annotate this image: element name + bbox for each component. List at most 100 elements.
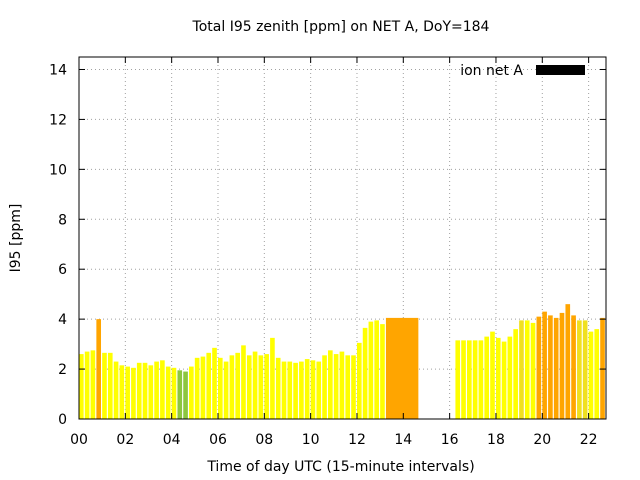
bar (467, 340, 472, 419)
x-tick-label: 08 (255, 432, 273, 448)
bar (96, 319, 102, 419)
x-tick-label: 22 (580, 432, 598, 448)
bar (107, 352, 113, 419)
bar-block (385, 317, 419, 419)
y-tick-label: 0 (58, 412, 67, 428)
bar (270, 337, 275, 419)
bar (368, 321, 374, 419)
bar (217, 357, 223, 419)
bar (160, 360, 165, 419)
bar (200, 356, 206, 419)
bar (495, 337, 501, 419)
chart-title: Total I95 zenith [ppm] on NET A, DoY=184 (192, 19, 490, 35)
x-tick-label: 16 (441, 432, 459, 448)
bar (252, 351, 258, 419)
bar-series (79, 304, 605, 419)
legend-label: ion net A (460, 63, 523, 79)
x-tick-label: 00 (70, 432, 88, 448)
bar (328, 350, 333, 419)
bar (553, 317, 559, 419)
y-tick-label: 2 (58, 362, 67, 378)
bar (177, 370, 183, 419)
plot-frame (78, 56, 607, 420)
y-axis-label: I95 [ppm] (8, 204, 24, 273)
bar (519, 320, 524, 419)
bar (281, 361, 287, 419)
grid-lines (79, 57, 606, 419)
y-tick-label: 8 (58, 212, 67, 228)
bar (600, 317, 605, 419)
bar (339, 351, 345, 419)
bar (90, 350, 96, 419)
bar (472, 340, 478, 419)
bar (79, 354, 84, 419)
bar (287, 361, 293, 419)
bar (455, 340, 461, 419)
bar (136, 362, 142, 419)
bar (582, 320, 588, 419)
bar (235, 352, 240, 419)
y-tick-label: 14 (49, 62, 67, 78)
bar (125, 366, 130, 419)
x-tick-label: 04 (163, 432, 181, 448)
bar (362, 327, 368, 419)
bar (246, 355, 252, 419)
bar (183, 371, 188, 419)
bar (316, 361, 322, 419)
bar (310, 360, 316, 419)
bar (293, 362, 298, 419)
bar (524, 320, 530, 419)
bar (559, 312, 565, 419)
x-tick-label: 14 (394, 432, 412, 448)
bar (380, 324, 385, 419)
x-tick-label: 12 (348, 432, 366, 448)
bar (588, 331, 594, 419)
bar (142, 362, 148, 419)
bar (223, 361, 229, 419)
bar (542, 311, 547, 419)
bar (194, 357, 200, 419)
y-tick-label: 12 (49, 112, 67, 128)
bar (212, 347, 217, 419)
bar (530, 322, 536, 419)
bar (507, 336, 513, 419)
bar (102, 352, 107, 419)
bar (84, 351, 90, 419)
bar (258, 355, 264, 419)
bar (548, 315, 553, 419)
bar (229, 355, 235, 419)
bar (345, 355, 351, 419)
bar (461, 340, 466, 419)
y-tick-label: 10 (49, 162, 67, 178)
bar (206, 352, 212, 419)
bar (275, 357, 281, 419)
bar (119, 365, 125, 419)
y-tick-label: 4 (58, 312, 67, 328)
bar (333, 354, 339, 419)
bar (351, 355, 356, 419)
legend-swatch (536, 65, 585, 75)
bar (299, 361, 304, 419)
bar (154, 361, 159, 419)
x-tick-label: 02 (116, 432, 134, 448)
bar (577, 320, 582, 419)
bar (501, 341, 507, 419)
bar (490, 331, 495, 419)
bar (131, 367, 136, 419)
bar (264, 354, 269, 419)
bar (513, 329, 518, 419)
x-tick-label: 10 (302, 432, 320, 448)
bar (113, 361, 119, 419)
x-tick-label: 18 (487, 432, 505, 448)
bar (241, 345, 246, 419)
bar (165, 366, 171, 419)
bar (478, 340, 484, 419)
bar (565, 304, 571, 419)
x-tick-label: 20 (533, 432, 551, 448)
bar (571, 315, 576, 419)
bar (356, 342, 362, 419)
bar (322, 355, 327, 419)
bar (484, 336, 490, 419)
